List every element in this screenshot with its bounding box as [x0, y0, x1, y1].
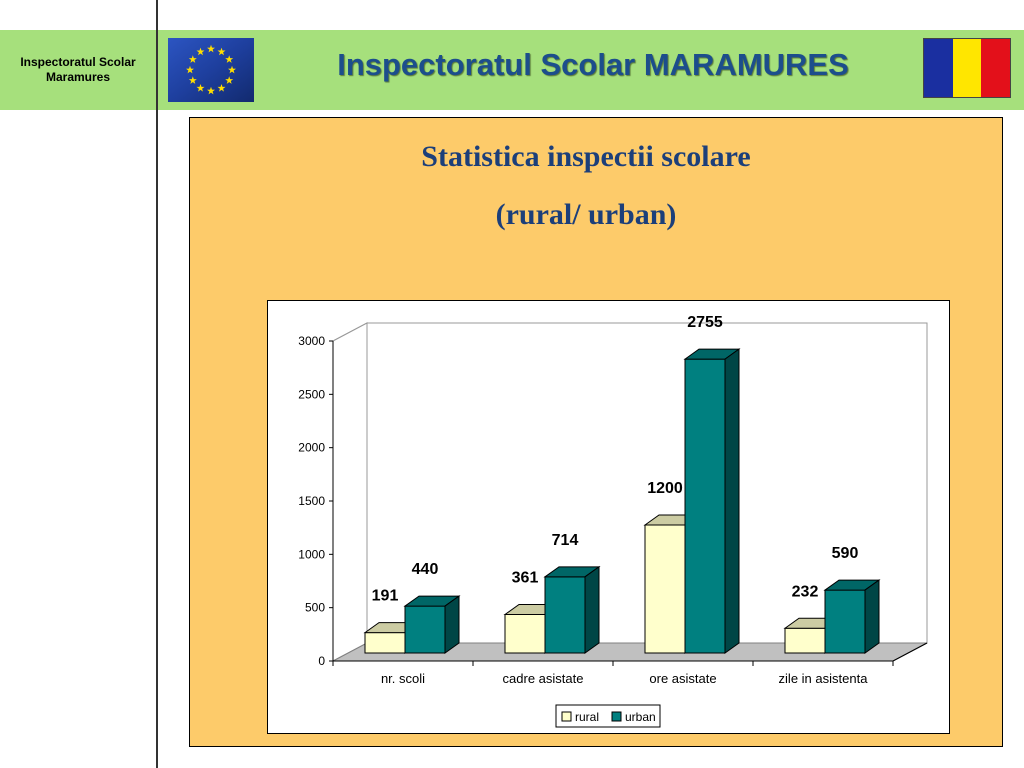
eu-star-icon: [188, 76, 197, 84]
eu-star-icon: [196, 83, 205, 92]
eu-star-icon: [225, 76, 234, 84]
sidebar-divider: [156, 0, 158, 768]
x-tick-label: zile in asistenta: [779, 671, 869, 686]
bar-side-urban: [584, 565, 600, 654]
legend-swatch-urban: [611, 711, 622, 722]
bar-side-urban: [444, 595, 460, 654]
eu-star-icon: [228, 65, 236, 74]
data-label: 590: [832, 545, 859, 562]
legend-label-rural: rural: [575, 710, 599, 724]
eu-flag-icon: [168, 38, 254, 102]
legend: [555, 704, 661, 728]
y-tick-label: 2500: [298, 387, 325, 401]
x-tick-label: cadre asistate: [503, 671, 584, 686]
org-label-line1: Inspectoratul Scolar: [20, 55, 136, 69]
x-tick-label: ore asistate: [649, 671, 716, 686]
eu-star-icon: [217, 47, 226, 56]
y-tick-label: 1000: [298, 547, 325, 561]
bar-rural: [784, 627, 826, 654]
y-tick-label: 1500: [298, 494, 325, 508]
org-label: Inspectoratul Scolar Maramures: [2, 55, 154, 85]
flag-stripe-blue: [924, 39, 953, 97]
data-label: 191: [372, 588, 399, 605]
data-label: 232: [792, 583, 819, 600]
eu-star-icon: [217, 83, 226, 92]
bar-rural: [504, 613, 546, 654]
eu-star-icon: [186, 65, 194, 74]
y-tick-label: 0: [318, 654, 325, 668]
flag-stripe-yellow: [952, 39, 982, 97]
eu-star-icon: [207, 44, 215, 53]
legend-label-urban: urban: [625, 710, 656, 724]
data-label: 1200: [647, 480, 683, 497]
data-label: 714: [552, 532, 579, 549]
bar-urban: [544, 576, 586, 654]
data-label: 361: [512, 569, 539, 586]
eu-star-icon: [225, 55, 234, 63]
legend-swatch-rural: [561, 711, 572, 722]
flag-stripe-red: [981, 39, 1011, 97]
bar-side-urban: [724, 348, 740, 654]
org-label-line2: Maramures: [45, 70, 111, 84]
x-tick-label: nr. scoli: [381, 671, 425, 686]
slide-subtitle: (rural/ urban): [495, 198, 677, 231]
slide-title: Statistica inspectii scolare: [421, 140, 751, 173]
data-label: 2755: [687, 314, 723, 331]
data-label: 440: [412, 561, 439, 578]
eu-star-icon: [196, 47, 205, 56]
eu-star-icon: [188, 55, 197, 63]
bar-urban: [684, 358, 726, 654]
bar-side-urban: [864, 579, 880, 654]
y-tick-label: 500: [305, 601, 325, 615]
y-tick-label: 2000: [298, 441, 325, 455]
bar-urban: [824, 589, 866, 654]
bar-rural: [644, 524, 686, 654]
y-tick-label: 3000: [298, 334, 325, 348]
romania-flag-icon: [923, 38, 1011, 98]
header-title: Inspectoratul Scolar MARAMURES: [337, 47, 849, 82]
bar-rural: [364, 632, 406, 654]
chart-side-wall: [332, 322, 368, 662]
bar-chart: 0 500 1000 1500 2000 2500 3000 nr. scoli 191 440 c…: [298, 314, 928, 728]
bar-urban: [404, 605, 446, 654]
x-axis-depth: [892, 642, 928, 662]
chart-container: 0 500 1000 1500 2000 2500 3000 nr. scoli 191 440 c…: [267, 300, 950, 734]
eu-star-icon: [207, 86, 215, 95]
